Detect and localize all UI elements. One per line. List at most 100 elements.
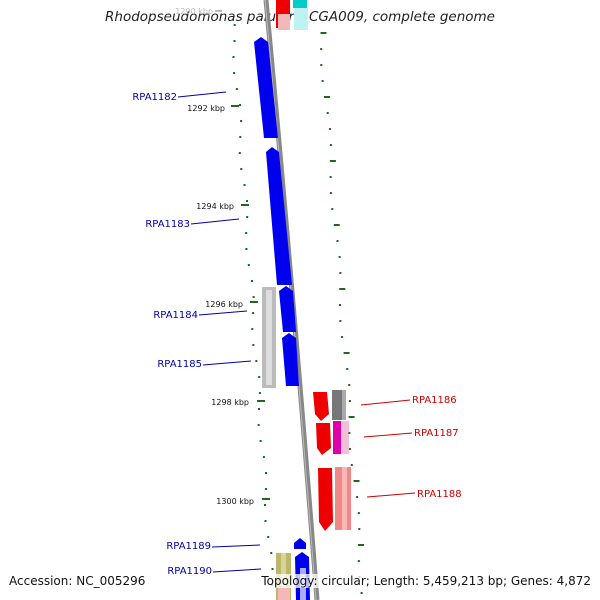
gene-label-rpa1187[interactable]: RPA1187 xyxy=(414,428,459,439)
track-dot xyxy=(328,128,331,130)
top-feature-pink[interactable] xyxy=(278,14,290,30)
track-dot xyxy=(346,368,349,370)
gene-label-rpa1182[interactable]: RPA1182 xyxy=(132,92,177,103)
gene-arrow-rpa1182[interactable] xyxy=(254,37,278,138)
track-dot xyxy=(247,264,250,266)
leader-line xyxy=(177,91,227,98)
track-dot xyxy=(232,56,235,58)
track-dot xyxy=(264,520,267,522)
ruler-label: 1296 kbp xyxy=(205,300,243,309)
track-dot xyxy=(329,144,332,146)
leader-line xyxy=(198,310,248,316)
track-dot xyxy=(252,344,255,346)
track-dot xyxy=(252,296,255,298)
gene-arrow-rpa1186[interactable] xyxy=(313,392,329,421)
track-dot xyxy=(341,336,344,338)
gene-magenta-rpa1187[interactable] xyxy=(333,421,341,454)
track-dot xyxy=(333,224,340,226)
track-dot xyxy=(357,560,360,562)
track-dot xyxy=(239,104,241,106)
gene-label-rpa1189[interactable]: RPA1189 xyxy=(166,541,211,552)
gene-label-rpa1190[interactable]: RPA1190 xyxy=(167,566,212,577)
gene-label-rpa1188[interactable]: RPA1188 xyxy=(417,489,462,500)
ruler-label: 1290 kbp xyxy=(175,7,213,16)
gene-labels: RPA1182 RPA1183 RPA1184 RPA1185 RPA1186 … xyxy=(132,91,462,577)
track-dot xyxy=(251,280,253,282)
track-dot xyxy=(353,480,360,482)
leader-line xyxy=(366,492,416,498)
track-dot xyxy=(246,216,249,218)
track-dot xyxy=(339,272,342,274)
gene-arrow-rpa1185[interactable] xyxy=(282,333,299,386)
track-dot xyxy=(358,544,364,546)
gene-label-rpa1183[interactable]: RPA1183 xyxy=(145,219,190,230)
ruler-label: 1298 kbp xyxy=(211,398,249,407)
track-dot xyxy=(258,392,261,394)
track-dot xyxy=(360,592,363,594)
track-dot xyxy=(262,456,265,458)
track-dot xyxy=(245,232,248,234)
track-dot xyxy=(350,464,353,466)
track-dot xyxy=(348,416,355,418)
top-feature-cyan[interactable] xyxy=(294,8,308,30)
track-dot xyxy=(239,136,242,138)
genome-summary-text: Topology: circular; Length: 5,459,213 bp… xyxy=(261,574,591,588)
track-dot xyxy=(271,568,274,570)
track-dot xyxy=(329,192,332,194)
track-dot xyxy=(349,448,351,450)
track-dot xyxy=(348,432,351,434)
track-dot xyxy=(233,72,236,74)
track-dot xyxy=(324,96,330,98)
track-dot xyxy=(251,328,254,330)
track-dot xyxy=(264,504,266,506)
track-dot xyxy=(259,440,262,442)
track-dot xyxy=(320,48,323,50)
leader-line xyxy=(363,432,413,438)
track-dot xyxy=(267,536,270,538)
track-dot xyxy=(246,200,248,202)
gene-arrow-rpa1187[interactable] xyxy=(316,423,331,455)
ruler-label: 1300 kbp xyxy=(216,497,254,506)
track-dot xyxy=(238,152,241,154)
track-dot xyxy=(326,112,329,114)
gene-grey-rpa1186-inner xyxy=(342,390,346,420)
track-dot xyxy=(336,240,339,242)
track-dot xyxy=(265,472,267,474)
track-dot xyxy=(329,176,332,178)
gene-pink-rpa1187[interactable] xyxy=(341,421,349,454)
ruler: 1290 kbp 1292 kbp 1294 kbp 1296 kbp 1298… xyxy=(175,7,270,506)
gene-pink-rpa1188-inner xyxy=(342,467,347,530)
track-dot xyxy=(320,32,327,34)
track-dot xyxy=(358,528,361,530)
track-dot xyxy=(321,80,324,82)
gene-label-rpa1186[interactable]: RPA1186 xyxy=(412,395,457,406)
track-dot xyxy=(240,168,243,170)
track-dot xyxy=(348,384,351,386)
leader-line xyxy=(190,218,240,225)
gene-label-rpa1184[interactable]: RPA1184 xyxy=(153,310,198,321)
track-dot xyxy=(356,496,359,498)
gene-pink-bottom[interactable] xyxy=(278,588,290,600)
track-dot xyxy=(331,208,334,210)
track-dot xyxy=(320,64,323,66)
track-dot xyxy=(338,256,341,258)
track-dot xyxy=(348,400,351,402)
track-dot xyxy=(339,304,341,306)
gene-arrow-rpa1189[interactable] xyxy=(294,538,306,549)
gene-label-rpa1185[interactable]: RPA1185 xyxy=(157,359,202,370)
gene-arrow-rpa1184[interactable] xyxy=(279,286,296,332)
track-dot xyxy=(264,488,267,490)
track-dot xyxy=(343,352,350,354)
track-dot xyxy=(243,184,246,186)
track-dot xyxy=(270,552,273,554)
leader-line xyxy=(212,568,262,573)
ruler-label: 1294 kbp xyxy=(196,202,234,211)
track-dot xyxy=(233,40,236,42)
track-dot xyxy=(252,312,255,314)
gene-arrow-rpa1183[interactable] xyxy=(266,147,292,285)
gene-arrow-rpa1188[interactable] xyxy=(318,468,333,531)
top-feature-teal[interactable] xyxy=(293,0,307,8)
track-dot xyxy=(258,408,260,410)
leader-line xyxy=(360,399,411,406)
track-dot xyxy=(240,120,243,122)
